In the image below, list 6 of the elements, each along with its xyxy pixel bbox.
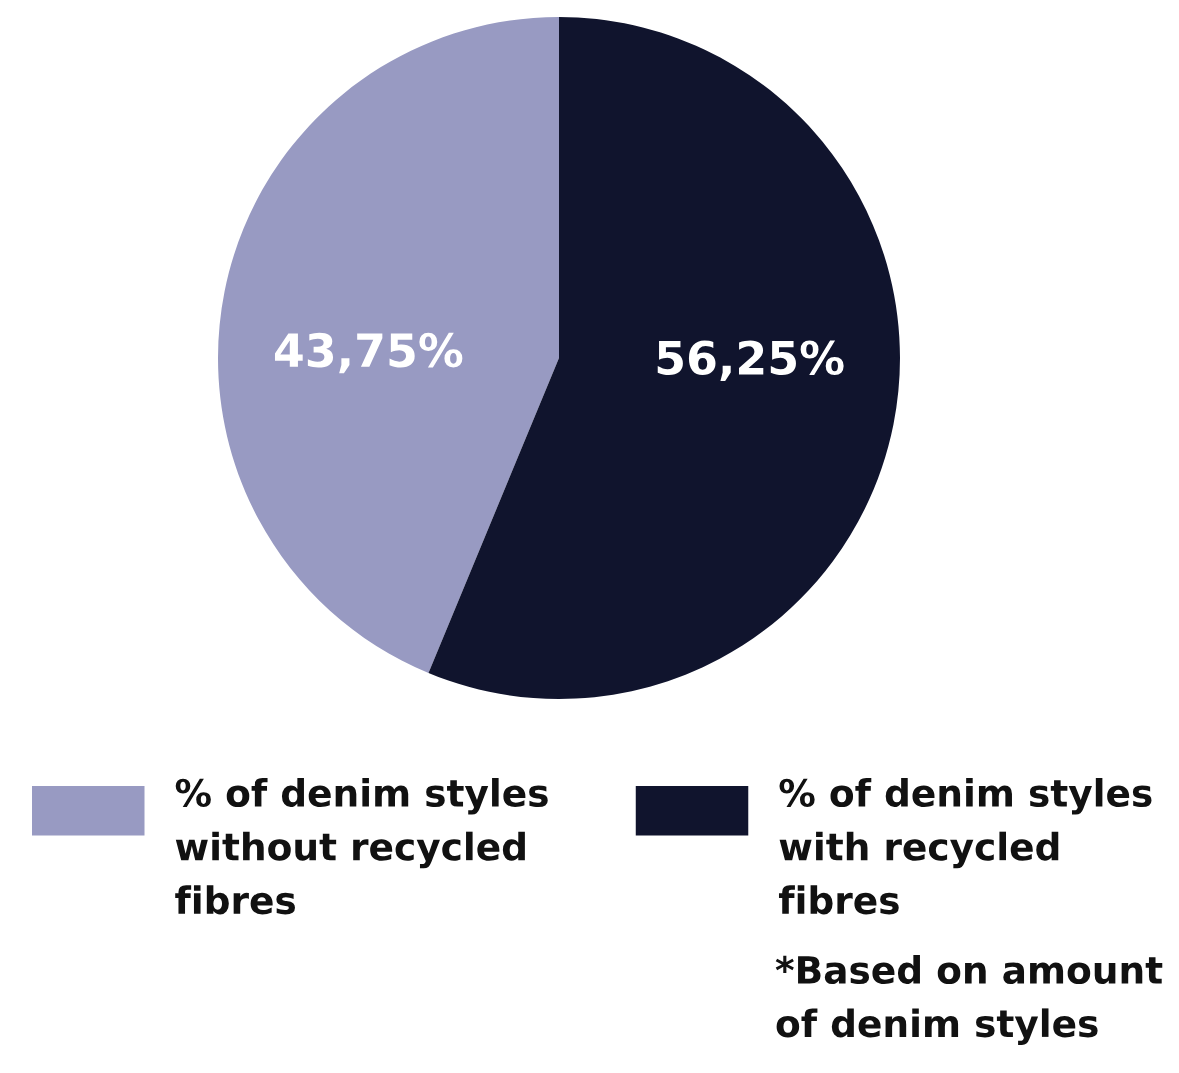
pie-slice [218,17,559,674]
legend-label: % of denim styles with recycled fibres [778,778,1152,915]
legend-label: % of denim styles without recycled fibres [175,778,548,915]
data-label: 43,75% [274,332,463,374]
text: *Based on amount of denim styles [775,955,1163,1045]
data-label: 56,25% [657,340,844,381]
